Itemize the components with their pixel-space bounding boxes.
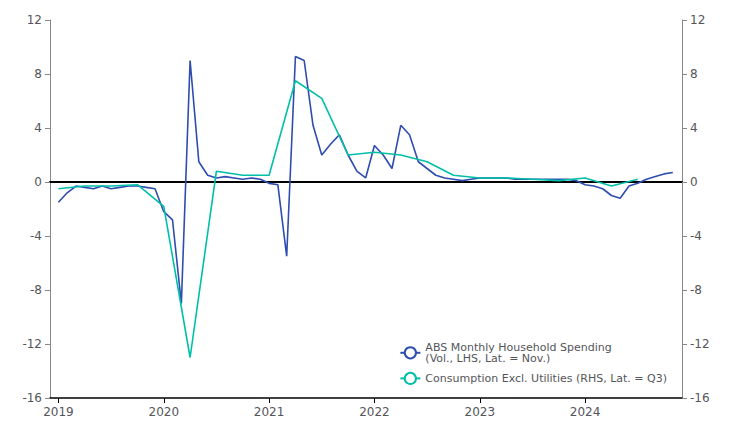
svg-text:4: 4 — [690, 121, 698, 135]
svg-text:-16: -16 — [690, 391, 710, 405]
svg-text:2021: 2021 — [254, 405, 285, 419]
svg-text:2024: 2024 — [570, 405, 601, 419]
svg-text:4: 4 — [34, 121, 42, 135]
svg-text:-12: -12 — [690, 337, 710, 351]
svg-text:12: 12 — [690, 13, 705, 27]
svg-text:0: 0 — [34, 175, 42, 189]
svg-text:Consumption Excl. Utilities (R: Consumption Excl. Utilities (RHS, Lat. =… — [425, 372, 667, 385]
svg-text:-8: -8 — [30, 283, 42, 297]
svg-text:ABS Monthly Household Spending: ABS Monthly Household Spending — [425, 340, 612, 354]
svg-text:2020: 2020 — [148, 405, 179, 419]
svg-text:(Vol., LHS, Lat. = Nov.): (Vol., LHS, Lat. = Nov.) — [425, 352, 550, 365]
svg-text:-12: -12 — [22, 337, 42, 351]
svg-text:-4: -4 — [690, 229, 702, 243]
svg-text:0: 0 — [690, 175, 698, 189]
svg-text:-16: -16 — [22, 391, 42, 405]
svg-text:8: 8 — [34, 67, 42, 81]
svg-text:-4: -4 — [30, 229, 42, 243]
svg-text:-8: -8 — [690, 283, 702, 297]
svg-text:2022: 2022 — [359, 405, 390, 419]
svg-text:2023: 2023 — [464, 405, 495, 419]
svg-text:8: 8 — [690, 67, 698, 81]
svg-text:2019: 2019 — [43, 405, 74, 419]
svg-text:12: 12 — [27, 13, 42, 27]
